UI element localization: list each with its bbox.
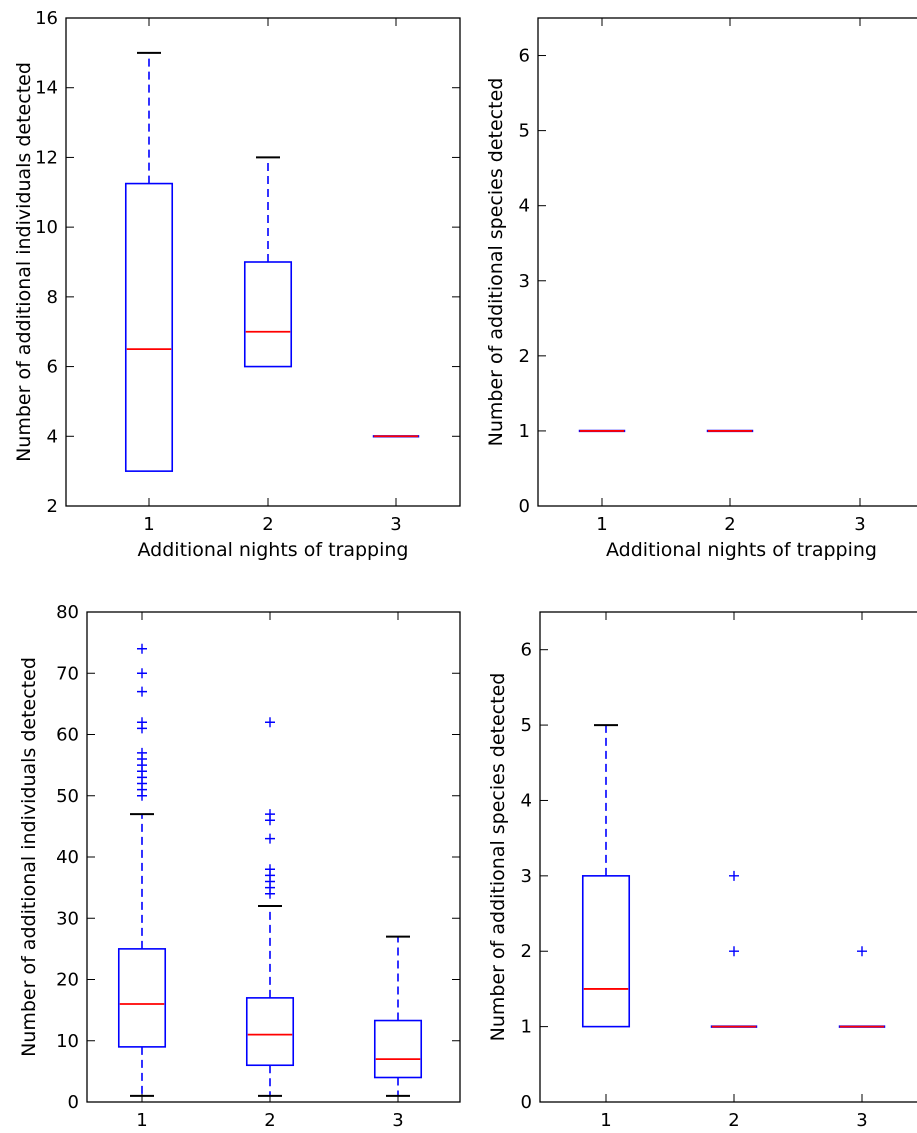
box-1 <box>117 643 167 1097</box>
flier-marker <box>137 668 147 679</box>
box-1 <box>124 51 174 472</box>
y-tick-label: 2 <box>47 496 58 517</box>
x-tick-label: 2 <box>724 514 735 535</box>
y-tick-label: 40 <box>56 847 79 868</box>
y-axis-label: Number of additional species detected <box>485 78 507 447</box>
box-3 <box>373 935 423 1097</box>
y-tick-label: 3 <box>519 271 530 292</box>
y-tick-label: 8 <box>47 287 58 308</box>
y-tick-label: 5 <box>521 715 532 736</box>
box-body <box>581 875 631 1028</box>
y-tick-label: 0 <box>521 1092 532 1113</box>
x-tick-label: 2 <box>262 514 273 535</box>
x-axis-label: Additional nights of trapping <box>606 539 877 561</box>
box-2 <box>710 870 758 1028</box>
flier-marker <box>265 809 275 820</box>
y-tick-label: 14 <box>35 78 58 99</box>
y-tick-label: 70 <box>56 663 79 684</box>
x-axis-label: Additional nights of trapping <box>138 539 409 561</box>
box-body <box>124 182 174 472</box>
box-body <box>373 1019 423 1079</box>
box-1 <box>581 724 631 1028</box>
y-tick-label: 6 <box>519 46 530 67</box>
axes-frame <box>537 17 917 507</box>
flier-marker <box>137 686 147 697</box>
x-tick-label: 3 <box>392 1110 403 1131</box>
chart-panel-2: 0 1 2 3 4 5 6 1 2 3 Additional nights of trapping N… <box>485 17 917 561</box>
y-tick-label: 80 <box>56 602 79 623</box>
y-tick-label: 5 <box>519 121 530 142</box>
y-axis-label: Number of additional species detected <box>487 673 509 1042</box>
box-body <box>243 261 293 368</box>
x-tick-label: 3 <box>390 514 401 535</box>
flier-marker <box>137 643 147 654</box>
y-tick-label: 60 <box>56 725 79 746</box>
flier-marker <box>137 717 147 728</box>
y-tick-label: 50 <box>56 786 79 807</box>
y-tick-label: 4 <box>521 790 532 811</box>
y-tick-label: 6 <box>521 640 532 661</box>
x-tick-label: 1 <box>136 1110 147 1131</box>
y-tick-label: 1 <box>519 421 530 442</box>
x-tick-label: 3 <box>854 514 865 535</box>
y-tick-label: 10 <box>35 217 58 238</box>
x-tick-label: 1 <box>143 514 154 535</box>
axes-frame <box>539 611 917 1103</box>
flier-marker <box>857 946 867 957</box>
y-tick-label: 4 <box>519 196 530 217</box>
x-tick-label: 1 <box>596 514 607 535</box>
box-2 <box>243 156 293 368</box>
flier-marker <box>265 833 275 844</box>
axes-frame <box>86 611 461 1103</box>
flier-marker <box>729 870 739 881</box>
y-tick-label: 4 <box>47 426 58 447</box>
y-tick-label: 16 <box>35 8 58 29</box>
box-2 <box>245 717 295 1097</box>
box-body <box>117 948 167 1048</box>
x-tick-label: 2 <box>728 1110 739 1131</box>
x-tick-label: 3 <box>856 1110 867 1131</box>
axes-frame <box>65 17 461 507</box>
box-3 <box>838 946 886 1028</box>
y-tick-label: 6 <box>47 357 58 378</box>
chart-panel-3: 01020304050607080123Additional nights of… <box>18 602 461 1131</box>
x-tick-label: 1 <box>600 1110 611 1131</box>
y-tick-label: 3 <box>521 866 532 887</box>
flier-marker <box>729 946 739 957</box>
x-tick-label: 2 <box>264 1110 275 1131</box>
y-tick-label: 20 <box>56 970 79 991</box>
flier-marker <box>265 864 275 875</box>
y-axis-label: Number of additional individuals detecte… <box>18 657 40 1057</box>
y-tick-label: 0 <box>519 496 530 517</box>
y-tick-label: 2 <box>519 346 530 367</box>
box-body <box>245 997 295 1067</box>
y-tick-label: 30 <box>56 908 79 929</box>
y-tick-label: 10 <box>56 1031 79 1052</box>
y-tick-label: 12 <box>35 147 58 168</box>
y-tick-label: 2 <box>521 941 532 962</box>
flier-marker <box>137 747 147 758</box>
y-tick-label: 0 <box>68 1092 79 1113</box>
y-axis-label: Number of additional individuals detecte… <box>13 62 35 462</box>
y-tick-label: 1 <box>521 1017 532 1038</box>
flier-marker <box>265 717 275 728</box>
